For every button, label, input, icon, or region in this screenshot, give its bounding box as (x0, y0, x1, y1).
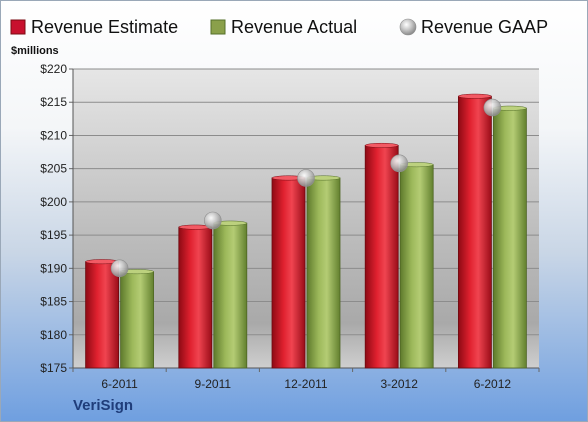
legend-swatch-revenue-actual (210, 19, 226, 35)
y-tick-label: $215 (40, 95, 67, 109)
y-tick-label: $220 (40, 62, 67, 76)
marker-revenue-gaap (483, 98, 502, 117)
bar-revenue-actual (306, 177, 341, 369)
y-tick-label: $200 (40, 195, 67, 209)
x-tick-label: 3-2012 (381, 377, 419, 391)
company-name: VeriSign (73, 397, 134, 414)
legend-swatch-revenue-estimate (10, 19, 26, 35)
bar-revenue-estimate (364, 145, 399, 369)
bar-cap-revenue-estimate (458, 93, 492, 99)
bar-revenue-actual (492, 107, 527, 369)
marker-revenue-gaap (390, 154, 409, 173)
x-tick-label: 9-2011 (195, 377, 232, 391)
y-tick-label: $180 (40, 328, 67, 342)
legend-label-revenue-estimate: Revenue Estimate (31, 17, 178, 37)
legend-swatch-revenue-gaap (399, 18, 417, 36)
bar-revenue-actual (120, 271, 154, 369)
marker-revenue-gaap (110, 259, 129, 278)
y-tick-label: $205 (40, 162, 67, 176)
y-tick-label: $195 (40, 228, 67, 242)
bar-revenue-estimate (271, 177, 306, 369)
marker-revenue-gaap (297, 169, 315, 187)
bar-revenue-estimate (178, 226, 213, 369)
bar-revenue-estimate (85, 261, 119, 369)
y-tick-label: $190 (40, 261, 67, 275)
x-tick-label: 6-2011 (101, 377, 138, 391)
x-tick-label: 6-2012 (474, 377, 512, 391)
bar-revenue-actual (213, 222, 248, 369)
y-tick-label: $175 (40, 361, 67, 375)
legend-label-revenue-actual: Revenue Actual (231, 17, 357, 37)
bar-revenue-estimate (457, 95, 492, 369)
bar-cap-revenue-estimate (364, 142, 399, 148)
legend-label-revenue-gaap: Revenue GAAP (421, 17, 548, 37)
x-tick-label: 12-2011 (284, 377, 327, 391)
bar-revenue-actual (399, 164, 434, 369)
marker-revenue-gaap (204, 211, 222, 230)
y-tick-label: $210 (40, 128, 67, 142)
y-tick-label: $185 (40, 295, 67, 309)
unit-label: $millions (11, 45, 59, 57)
